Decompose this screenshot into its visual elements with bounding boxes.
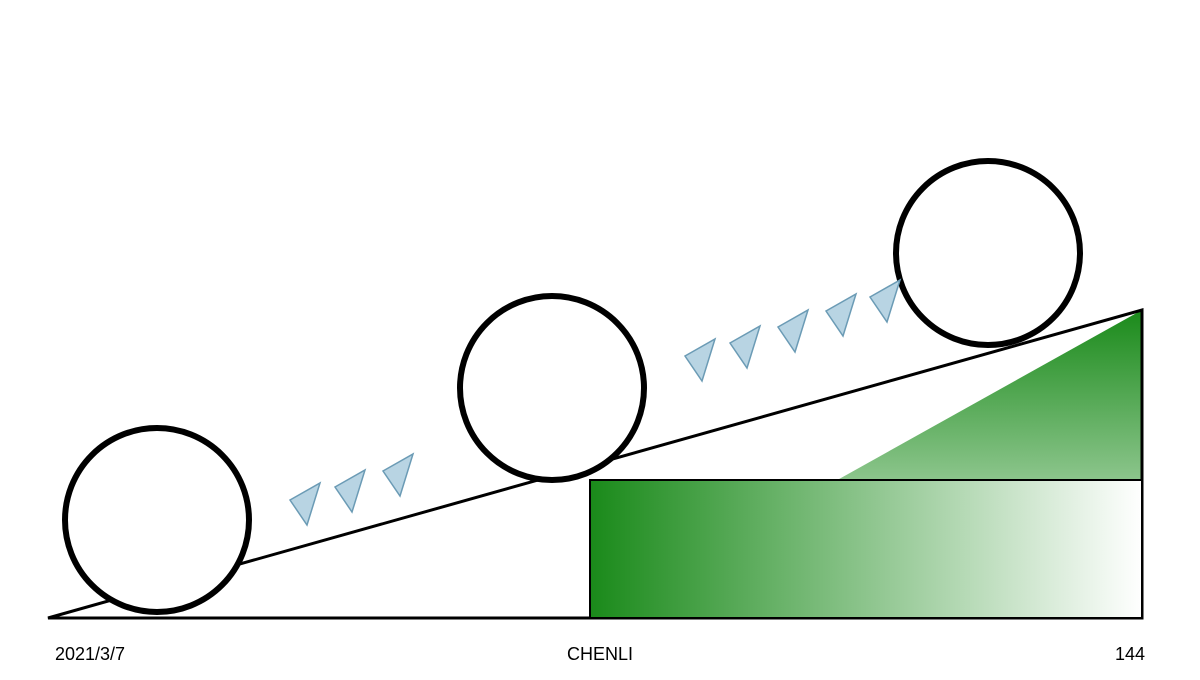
arrows-group-1 [290, 454, 413, 525]
arrow-triangle [290, 483, 320, 525]
footer-page: 144 [1115, 644, 1145, 665]
arrow-triangle [870, 280, 900, 322]
arrow-triangle [685, 339, 715, 381]
arrow-triangle [335, 470, 365, 512]
arrows-group-2 [685, 280, 900, 381]
footer-author: CHENLI [567, 644, 633, 665]
ramp-front-rect [590, 480, 1142, 618]
diagram-canvas [0, 0, 1200, 680]
arrow-triangle [730, 326, 760, 368]
footer-date: 2021/3/7 [55, 644, 125, 665]
arrow-triangle [778, 310, 808, 352]
slide-footer: 2021/3/7 CHENLI 144 [0, 644, 1200, 665]
arrow-triangle [383, 454, 413, 496]
ball-2 [460, 296, 644, 480]
ball-3 [896, 161, 1080, 345]
arrow-triangle [826, 294, 856, 336]
ball-1 [65, 428, 249, 612]
